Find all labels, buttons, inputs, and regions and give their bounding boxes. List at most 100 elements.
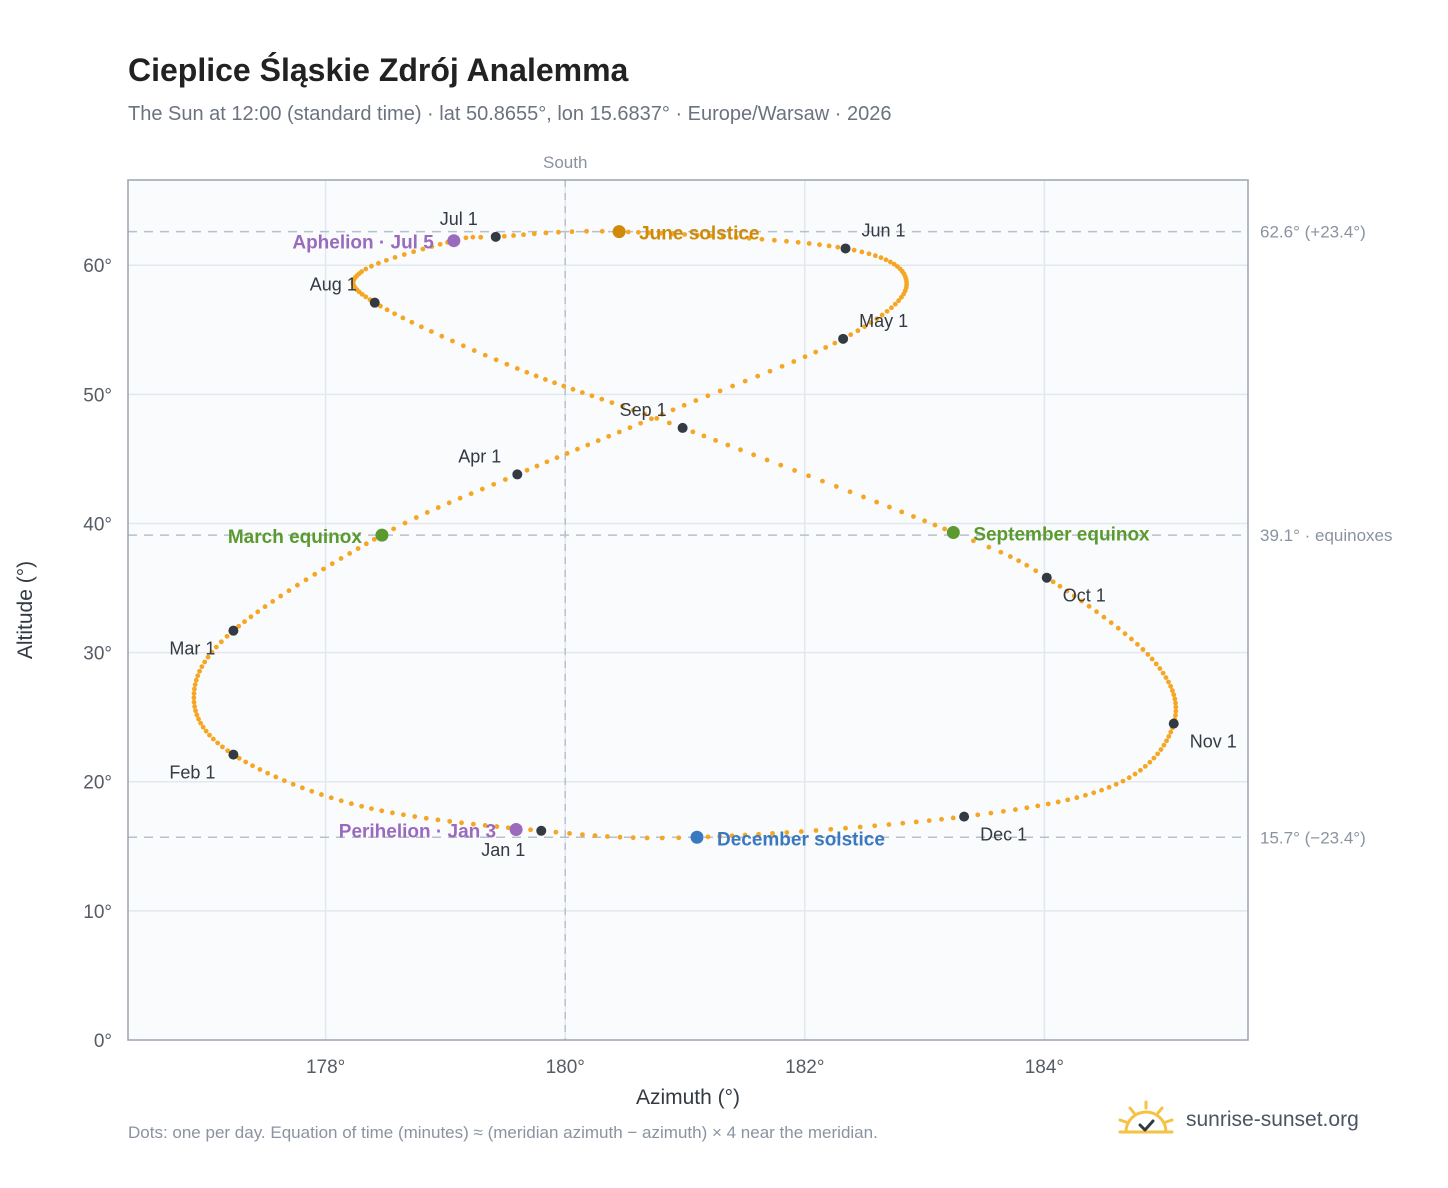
daily-dot <box>778 462 784 468</box>
month-marker <box>840 243 851 254</box>
month-label: Dec 1 <box>980 825 1027 845</box>
daily-dot <box>604 834 610 839</box>
daily-dot <box>543 230 549 236</box>
daily-dot <box>1057 583 1063 589</box>
plot-frame <box>127 179 1249 1041</box>
daily-dot <box>569 229 575 235</box>
daily-dot <box>648 416 654 422</box>
daily-dot <box>392 311 398 317</box>
daily-dot <box>891 261 897 267</box>
daily-dot <box>813 828 819 833</box>
daily-dot <box>742 378 748 384</box>
daily-dot <box>511 233 516 238</box>
daily-dot <box>424 510 430 515</box>
daily-dot <box>585 442 591 448</box>
month-label: Jun 1 <box>862 220 906 240</box>
daily-dot <box>1091 790 1097 796</box>
month-label: Jan 1 <box>481 840 525 860</box>
month-marker <box>1168 718 1179 729</box>
brand[interactable]: sunrise-sunset.org <box>1118 1100 1359 1140</box>
daily-dot <box>599 396 605 402</box>
y-tick-label: 30° <box>83 644 112 665</box>
daily-dot <box>194 712 200 718</box>
daily-dot <box>359 803 364 809</box>
daily-dot <box>705 393 711 399</box>
daily-dot <box>705 834 711 840</box>
month-label: Aug 1 <box>310 275 357 295</box>
daily-dot <box>792 468 797 473</box>
daily-dot <box>1132 771 1138 777</box>
y-tick-label: 40° <box>83 514 112 535</box>
daily-dot <box>355 546 361 551</box>
daily-dot <box>595 438 601 444</box>
daily-dot <box>592 833 598 839</box>
month-label: Jul 1 <box>440 209 478 229</box>
daily-dot <box>1168 683 1174 689</box>
daily-dot <box>207 732 212 738</box>
daily-dot <box>270 598 276 604</box>
reference-line-label: 39.1° · equinoxes <box>1260 526 1393 545</box>
daily-dot <box>922 518 927 524</box>
daily-dot <box>617 834 623 840</box>
daily-dot <box>654 415 660 421</box>
daily-dot <box>1168 729 1174 735</box>
daily-dot <box>528 827 533 833</box>
daily-dot <box>620 403 625 409</box>
month-marker <box>490 231 501 242</box>
daily-dot <box>471 348 477 353</box>
daily-dot <box>459 820 464 826</box>
daily-dot <box>755 373 761 379</box>
daily-dot <box>1106 784 1112 790</box>
daily-dot <box>784 830 790 835</box>
grid-lines <box>128 180 1248 1040</box>
daily-dot <box>195 673 201 679</box>
daily-dot <box>531 231 537 237</box>
daily-dot <box>447 818 453 824</box>
daily-dot <box>1147 759 1153 765</box>
footnote: Dots: one per day. Equation of time (min… <box>128 1123 878 1142</box>
daily-dot <box>290 781 296 787</box>
daily-dot <box>609 400 615 406</box>
daily-dot <box>556 229 561 235</box>
daily-dot <box>862 324 868 330</box>
daily-dot <box>482 822 488 828</box>
daily-dot <box>420 246 426 252</box>
daily-dot <box>857 824 863 830</box>
daily-dot <box>950 815 956 821</box>
daily-dot <box>884 308 890 314</box>
month-marker <box>512 469 523 480</box>
daily-dot <box>309 788 315 794</box>
event-label: June solstice <box>639 224 759 245</box>
daily-dot <box>552 380 557 386</box>
event-marker <box>447 234 461 248</box>
daily-dot <box>874 499 880 505</box>
month-marker <box>228 749 239 760</box>
daily-dot <box>742 832 748 838</box>
daily-dot <box>428 329 434 334</box>
daily-dot <box>236 623 242 629</box>
daily-dot <box>1024 562 1030 568</box>
x-tick-label: 182° <box>785 1057 824 1078</box>
daily-dot <box>409 319 415 325</box>
daily-dot <box>1163 675 1169 680</box>
daily-dot <box>1045 801 1051 807</box>
daily-dot <box>196 716 201 722</box>
daily-dot <box>553 829 559 835</box>
daily-dot <box>932 522 938 528</box>
month-marker <box>369 297 380 308</box>
daily-dot <box>359 291 365 297</box>
daily-dot <box>501 233 507 239</box>
daily-dot <box>299 785 305 791</box>
reference-line-label: 15.7° (−23.4°) <box>1260 828 1366 847</box>
daily-dot <box>847 489 853 495</box>
daily-dot <box>401 252 407 257</box>
brand-name: sunrise-sunset.org <box>1186 1108 1359 1131</box>
daily-dot <box>896 298 902 304</box>
daily-dot <box>616 429 622 435</box>
daily-dot <box>625 229 631 235</box>
month-label: Feb 1 <box>169 763 215 783</box>
daily-dot <box>494 824 500 829</box>
daily-dot <box>504 361 510 367</box>
daily-dot <box>1122 631 1128 637</box>
daily-dot <box>215 740 221 746</box>
